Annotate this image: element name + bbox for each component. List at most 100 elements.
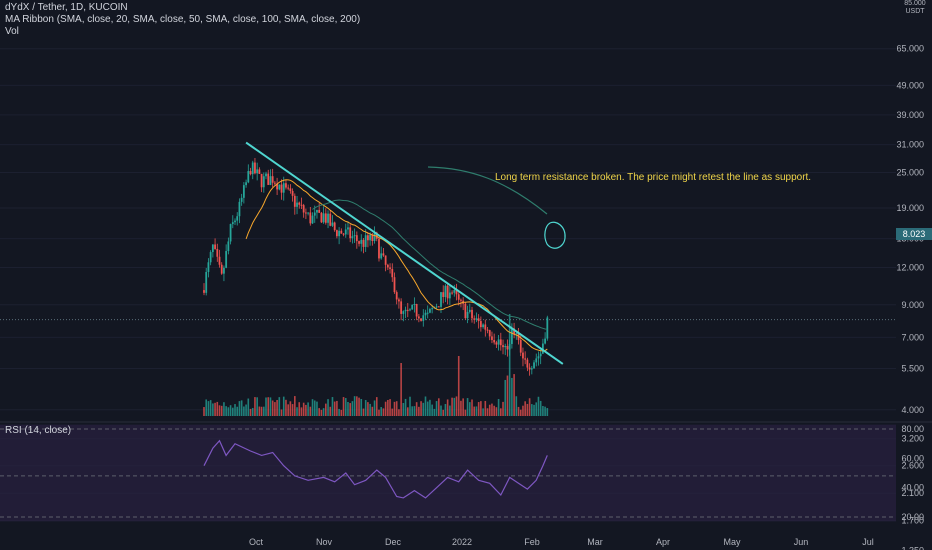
volume-bar <box>256 397 258 416</box>
candle-body <box>351 236 354 239</box>
candle-body <box>338 230 341 237</box>
volume-bar <box>486 408 489 416</box>
rsi-tick-label: 40.00 <box>901 483 924 493</box>
candle-body <box>544 338 547 344</box>
rsi-axis: 80.00 60.00 40.00 20.00 <box>901 424 924 522</box>
candle-body <box>300 204 303 206</box>
annotation-text[interactable]: Long term resistance broken. The price m… <box>495 172 812 183</box>
volume-bar <box>287 404 289 416</box>
volume-bar <box>349 403 351 416</box>
volume-bar <box>309 406 312 416</box>
volume-bar <box>282 396 285 416</box>
candle-body <box>475 318 478 320</box>
candle-body <box>477 318 480 322</box>
candle-body <box>229 224 232 242</box>
volume-bar <box>325 403 327 416</box>
volume-bar <box>278 397 281 416</box>
volume-bar <box>223 402 225 416</box>
time-tick-label: Feb <box>524 537 540 547</box>
candle-body <box>398 299 400 302</box>
time-tick-label: Jul <box>862 537 874 547</box>
time-tick-label: Mar <box>587 537 603 547</box>
volume-bar <box>468 402 471 416</box>
candle-body <box>258 169 261 174</box>
volume-bar <box>429 399 431 416</box>
candle-body <box>313 212 316 216</box>
volume-bar <box>280 409 283 416</box>
volume-bar <box>327 399 329 416</box>
candle-body <box>446 285 449 299</box>
volume-bar <box>455 396 458 416</box>
volume-bar <box>358 397 360 416</box>
candle-body <box>435 306 438 308</box>
symbol-title[interactable]: dYdX / Tether, 1D, KUCOIN <box>5 2 128 13</box>
candle-body <box>451 292 453 294</box>
candle-body <box>495 342 498 345</box>
volume-bar <box>329 406 332 416</box>
ma-ribbon-label[interactable]: MA Ribbon (SMA, close, 20, SMA, close, 5… <box>5 14 361 25</box>
candle-body <box>280 184 283 193</box>
volume-bar <box>506 375 509 416</box>
time-tick-label: 2022 <box>452 537 472 547</box>
candle-body <box>304 212 307 214</box>
candle-body <box>395 292 398 300</box>
volume-bar <box>484 400 487 416</box>
price-tick-label: 39.000 <box>896 110 924 120</box>
rsi-pane <box>0 421 932 522</box>
candle-body <box>535 358 538 363</box>
rsi-label[interactable]: RSI (14, close) <box>5 425 72 436</box>
volume-bar <box>464 409 467 416</box>
candle-body <box>231 222 234 225</box>
volume-bar <box>511 377 513 416</box>
volume-bar <box>440 405 442 416</box>
candle-body <box>479 321 482 328</box>
candle-body <box>384 255 387 265</box>
volume-bar <box>513 374 515 416</box>
candle-body <box>322 213 325 223</box>
candle-body <box>302 205 305 213</box>
volume-bar <box>415 402 418 416</box>
candle-body <box>335 230 338 237</box>
volume-bar <box>225 406 227 416</box>
candle-body <box>207 262 210 272</box>
top-axis-label: 85.000 USDT <box>898 0 932 16</box>
volume-bar <box>218 405 221 416</box>
candle-body <box>422 315 425 321</box>
volume-label[interactable]: Vol <box>5 26 19 37</box>
volume-bar <box>404 398 407 416</box>
candle-body <box>245 182 247 186</box>
volume-bar <box>384 401 387 416</box>
candle-body <box>473 318 476 320</box>
volume-bar <box>526 403 529 416</box>
candle-body <box>468 309 471 312</box>
candle-body <box>340 230 343 234</box>
volume-bar <box>537 396 540 416</box>
candlestick-series <box>203 158 549 376</box>
arrow-curve <box>427 166 548 215</box>
trendline-segment <box>245 141 564 365</box>
candle-body <box>358 241 360 244</box>
candle-body <box>353 235 356 237</box>
candle-body <box>464 303 467 319</box>
candle-body <box>342 233 345 235</box>
candle-body <box>289 188 292 191</box>
candle-body <box>311 215 314 224</box>
resistance-trendline[interactable] <box>245 141 564 365</box>
candle-body <box>375 232 378 239</box>
volume-bar <box>389 399 391 416</box>
volume-bar <box>305 404 307 416</box>
volume-bar <box>542 405 544 416</box>
candle-body <box>411 304 414 310</box>
time-tick-label: Jun <box>794 537 809 547</box>
price-tick-label: 65.000 <box>896 44 924 54</box>
candle-body <box>220 264 223 274</box>
candle-body <box>406 309 409 311</box>
volume-bar <box>433 408 436 416</box>
candle-body <box>440 292 442 307</box>
candle-body <box>211 244 214 253</box>
volume-bar <box>488 404 491 416</box>
volume-bar <box>466 398 469 416</box>
candle-body <box>415 303 418 317</box>
annotation-drawings[interactable] <box>427 166 566 249</box>
